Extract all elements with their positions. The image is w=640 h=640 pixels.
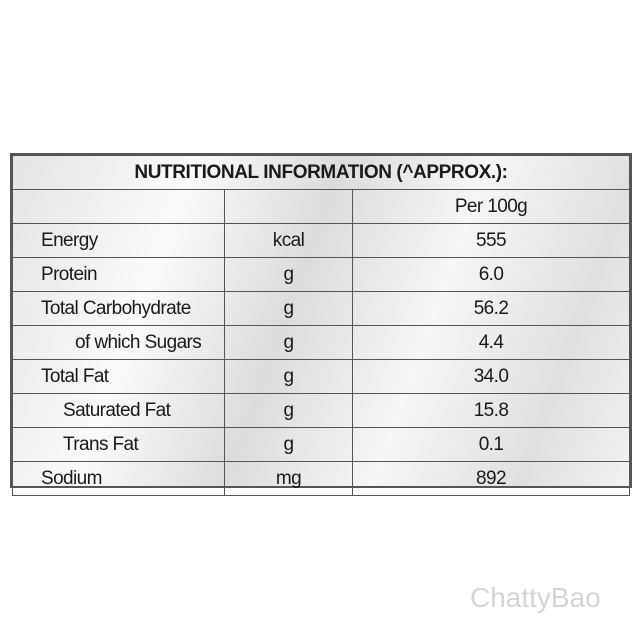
amount: 6.0 bbox=[352, 257, 630, 292]
nutrient: of which Sugars bbox=[12, 325, 225, 360]
unit: g bbox=[224, 325, 353, 360]
row: of which Sugars g 4.4 bbox=[12, 325, 630, 360]
unit: g bbox=[224, 427, 353, 462]
nutrient: Sodium bbox=[12, 461, 225, 496]
row: Trans Fat g 0.1 bbox=[12, 427, 630, 462]
amount: 56.2 bbox=[352, 291, 630, 326]
nutrient: Saturated Fat bbox=[12, 393, 225, 428]
nutrient: Trans Fat bbox=[12, 427, 225, 462]
watermark: ChattyBao bbox=[470, 582, 601, 613]
amount: 892 bbox=[352, 461, 630, 496]
unit: g bbox=[224, 393, 353, 428]
nutrient: Total Fat bbox=[12, 359, 225, 394]
row: Protein g 6.0 bbox=[12, 257, 630, 292]
row: Saturated Fat g 15.8 bbox=[12, 393, 630, 428]
row: Total Carbohydrate g 56.2 bbox=[12, 291, 630, 326]
nutrient: Energy bbox=[12, 223, 225, 258]
row: Energy kcal 555 bbox=[12, 223, 630, 258]
amount: 34.0 bbox=[352, 359, 630, 394]
title-row: NUTRITIONAL INFORMATION (^APPROX.): bbox=[12, 155, 630, 190]
row: Total Fat g 34.0 bbox=[12, 359, 630, 394]
nutrient: Total Carbohydrate bbox=[12, 291, 225, 326]
nutrition-table: NUTRITIONAL INFORMATION (^APPROX.): Per … bbox=[12, 155, 630, 496]
unit: mg bbox=[224, 461, 353, 496]
amount: 4.4 bbox=[352, 325, 630, 360]
nutrient: Protein bbox=[12, 257, 225, 292]
unit: g bbox=[224, 257, 353, 292]
unit: kcal bbox=[224, 223, 353, 258]
header-row: Per 100g bbox=[12, 189, 630, 224]
amount: 15.8 bbox=[352, 393, 630, 428]
header-cell: Per 100g bbox=[352, 189, 630, 224]
header-cell bbox=[12, 189, 225, 224]
unit: g bbox=[224, 291, 353, 326]
amount: 555 bbox=[352, 223, 630, 258]
table-title: NUTRITIONAL INFORMATION (^APPROX.): bbox=[12, 155, 630, 190]
unit: g bbox=[224, 359, 353, 394]
nutrition-panel: NUTRITIONAL INFORMATION (^APPROX.): Per … bbox=[10, 153, 632, 496]
row: Sodium mg 892 bbox=[12, 461, 630, 496]
header-cell bbox=[224, 189, 353, 224]
amount: 0.1 bbox=[352, 427, 630, 462]
